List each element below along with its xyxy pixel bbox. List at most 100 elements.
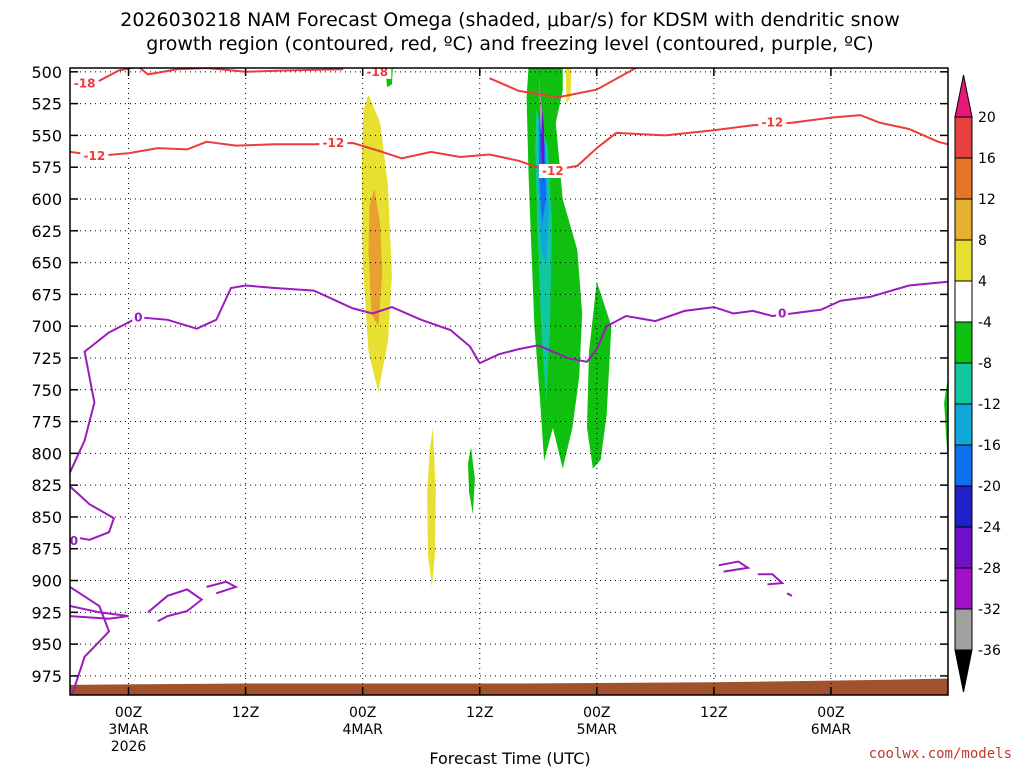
colorbar-label: -16 bbox=[978, 438, 1001, 454]
colorbar-band bbox=[954, 116, 973, 159]
contour-label-bg bbox=[70, 534, 80, 549]
y-tick-label: 775 bbox=[31, 413, 62, 432]
colorbar-band bbox=[954, 198, 973, 241]
y-tick-label: 625 bbox=[31, 222, 62, 241]
contour-label-bg bbox=[70, 76, 99, 91]
colorbar-band bbox=[954, 608, 973, 651]
colorbar-label: 12 bbox=[978, 192, 996, 208]
x-tick-label: 12Z bbox=[232, 705, 259, 721]
omega-region-negative-omega-plume bbox=[526, 68, 583, 469]
colorbar-label: -20 bbox=[978, 479, 1001, 495]
y-tick-label: 975 bbox=[31, 667, 62, 686]
y-tick-label: 800 bbox=[31, 444, 62, 463]
colorbar-label: 16 bbox=[978, 151, 996, 167]
contour-label: -12 bbox=[84, 149, 106, 163]
contour-label-bg bbox=[776, 306, 789, 321]
y-tick-label: 650 bbox=[31, 254, 62, 273]
colorbar-band bbox=[954, 321, 973, 364]
plot-clipped-group: -18 -18 -12 -12 -12 -12 0 0 0 bbox=[70, 65, 948, 695]
colorbar-band bbox=[954, 444, 973, 487]
contour-label: 0 bbox=[134, 310, 142, 324]
y-tick-label: 550 bbox=[31, 126, 62, 145]
contour-label-bg bbox=[538, 164, 567, 179]
contour-label-bg bbox=[80, 148, 109, 163]
y-tick-label: 850 bbox=[31, 508, 62, 527]
freezing-level-contour-7 bbox=[757, 573, 785, 586]
y-tick-label: 700 bbox=[31, 317, 62, 336]
colorbar-label: -12 bbox=[978, 397, 1001, 413]
contour-label: -12 bbox=[762, 116, 784, 130]
contour-label-bg bbox=[758, 115, 787, 130]
contour-label: 0 bbox=[778, 306, 786, 320]
snow-growth-contour-2 bbox=[489, 68, 637, 99]
colorbar-band bbox=[954, 485, 973, 528]
colorbar-label: -28 bbox=[978, 561, 1001, 577]
colorbar-label: 8 bbox=[978, 233, 987, 249]
x-tick-label: 12Z bbox=[466, 705, 493, 721]
freezing-level-contour-4 bbox=[147, 588, 204, 623]
freezing-level-contour-2 bbox=[70, 485, 116, 541]
y-tick-label: 600 bbox=[31, 190, 62, 209]
colorbar-band bbox=[954, 362, 973, 405]
snow-growth-contour-3 bbox=[70, 114, 948, 173]
contour-label-bg bbox=[132, 310, 145, 325]
chart-title-line-1: 2026030218 NAM Forecast Omega (shaded, μ… bbox=[120, 9, 900, 31]
omega-region-yellow-top bbox=[565, 68, 572, 104]
x-tick-label: 00Z bbox=[583, 705, 610, 721]
snow-growth-contour-1 bbox=[70, 68, 344, 83]
colorbar-label: 4 bbox=[978, 274, 987, 290]
colorbar-bottom-arrow bbox=[954, 649, 973, 693]
x-tick-label: 3MAR bbox=[108, 722, 149, 738]
colorbar-band bbox=[954, 239, 973, 282]
y-tick-label: 500 bbox=[31, 63, 62, 82]
x-tick-label: 5MAR bbox=[577, 722, 618, 738]
credit-text: coolwx.com/models bbox=[869, 746, 1012, 762]
omega-region-orange-core-4mar bbox=[368, 188, 383, 327]
grid-lines bbox=[70, 68, 948, 695]
plot-frame bbox=[69, 67, 949, 696]
y-tick-label: 950 bbox=[31, 635, 62, 654]
x-axis-title: Forecast Time (UTC) bbox=[429, 749, 590, 768]
y-tick-label: 675 bbox=[31, 285, 62, 304]
y-tick-label: 575 bbox=[31, 158, 62, 177]
contour-label: -12 bbox=[542, 164, 564, 178]
y-tick-label: 875 bbox=[31, 540, 62, 559]
freezing-level-contour-6 bbox=[718, 560, 751, 573]
y-tick-label: 525 bbox=[31, 95, 62, 114]
y-tick-label: 750 bbox=[31, 381, 62, 400]
colorbar-label: -24 bbox=[978, 520, 1001, 536]
contour-label: 0 bbox=[70, 534, 78, 548]
colorbar: 20 16 12 8 4 -4 -8 -12 -16 -20 -24 -28 -32 -36 bbox=[954, 74, 1001, 693]
colorbar-label: -8 bbox=[978, 356, 992, 372]
colorbar-label: 20 bbox=[978, 110, 996, 126]
freezing-level-contour-5 bbox=[206, 580, 239, 595]
colorbar-label: -32 bbox=[978, 602, 1001, 618]
colorbar-top-arrow bbox=[954, 74, 973, 118]
contour-label-bg bbox=[319, 136, 348, 151]
colorbar-band bbox=[954, 157, 973, 200]
y-tick-label: 825 bbox=[31, 476, 62, 495]
colorbar-band bbox=[954, 403, 973, 446]
ground-surface bbox=[70, 678, 948, 695]
colorbar-band bbox=[954, 567, 973, 610]
y-tick-label: 925 bbox=[31, 603, 62, 622]
y-tick-label: 900 bbox=[31, 572, 62, 591]
contour-label: -18 bbox=[74, 76, 96, 90]
plot-area: -18 -18 -12 -12 -12 -12 0 0 0 500 525 550 575 600 625 6… bbox=[31, 63, 949, 755]
omega-region-yellow-spike-low bbox=[427, 427, 436, 587]
x-tick-label: 12Z bbox=[700, 705, 727, 721]
freezing-level-contour-3 bbox=[70, 280, 948, 473]
colorbar-label: -4 bbox=[978, 315, 992, 331]
contour-label: -18 bbox=[366, 65, 388, 79]
x-tick-label: 6MAR bbox=[811, 722, 852, 738]
contour-label-bg bbox=[363, 68, 392, 79]
colorbar-band bbox=[954, 526, 973, 569]
x-tick-label: 2026 bbox=[111, 739, 147, 755]
colorbar-band bbox=[954, 280, 973, 323]
contour-label: -12 bbox=[323, 136, 345, 150]
freezing-level-contour-9 bbox=[70, 605, 129, 620]
y-tick-label: 725 bbox=[31, 349, 62, 368]
omega-region-gray bbox=[539, 78, 543, 136]
x-tick-label: 00Z bbox=[115, 705, 142, 721]
